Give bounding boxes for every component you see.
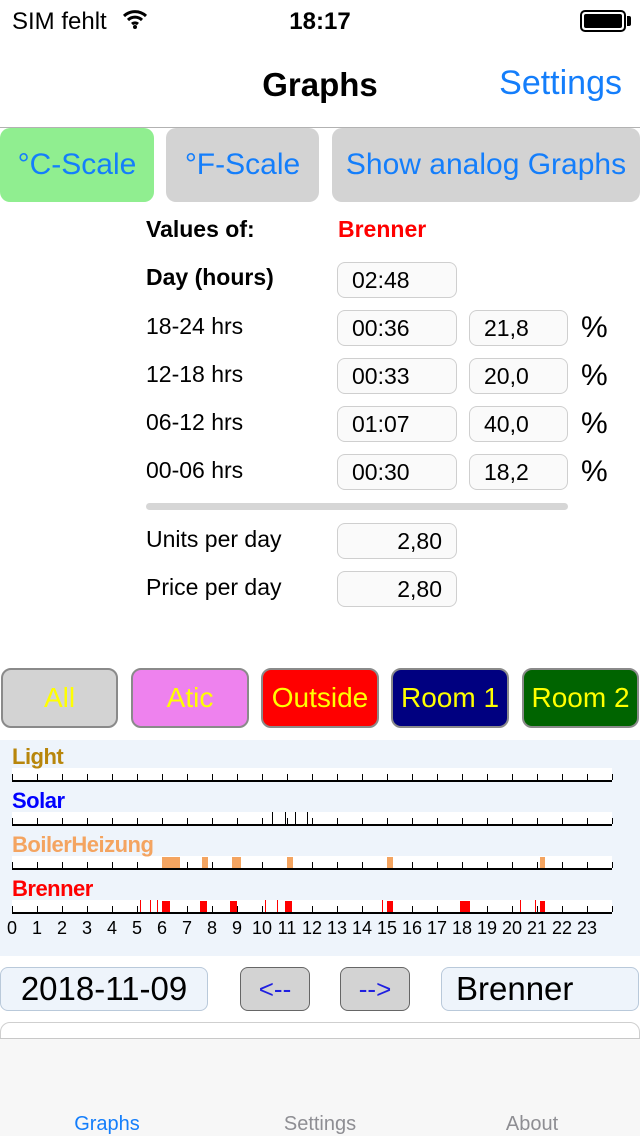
range-label-12-18: 12-18 hrs [146,361,244,387]
day-hours-field[interactable]: 02:48 [337,262,457,298]
settings-button[interactable]: Settings [499,64,622,102]
percent-field-00-06[interactable]: 18,2 [469,454,568,490]
carrier-label: SIM fehlt [12,8,107,35]
percent-unit: % [581,359,608,392]
tab-bar: Graphs Settings About [0,1038,640,1136]
percent-unit: % [581,455,608,488]
sensor-select[interactable]: Brenner [441,967,639,1011]
range-label-06-12: 06-12 hrs [146,409,244,435]
time-field-18-24[interactable]: 00:36 [337,310,457,346]
price-per-day-label: Price per day [146,574,282,600]
tab-graphs[interactable]: Graphs [74,1113,140,1135]
celsius-scale-button[interactable]: °C-Scale [0,128,154,202]
sensor-button-room-1[interactable]: Room 1 [391,668,509,728]
divider [146,503,568,510]
units-per-day-field[interactable]: 2,80 [337,523,457,559]
day-hours-label: Day (hours) [146,264,274,290]
previous-day-button[interactable]: <-- [240,967,310,1011]
next-day-button[interactable]: --> [340,967,410,1011]
sensor-button-all[interactable]: All [1,668,118,728]
sensor-button-room-2[interactable]: Room 2 [522,668,639,728]
page-title: Graphs [262,66,378,103]
digital-graph [0,740,640,956]
time-field-00-06[interactable]: 00:30 [337,454,457,490]
sensor-button-atic[interactable]: Atic [131,668,249,728]
wifi-icon [122,8,148,37]
percent-unit: % [581,311,608,344]
percent-unit: % [581,407,608,440]
percent-field-12-18[interactable]: 20,0 [469,358,568,394]
tab-settings[interactable]: Settings [283,1113,357,1135]
range-label-00-06: 00-06 hrs [146,457,244,483]
battery-icon [580,10,626,32]
time-field-12-18[interactable]: 00:33 [337,358,457,394]
date-field[interactable]: 2018-11-09 [0,967,208,1011]
clock: 18:17 [289,8,351,35]
values-of-label: Values of: [146,216,255,242]
show-analog-graphs-button[interactable]: Show analog Graphs [332,128,640,202]
selected-sensor-label: Brenner [338,216,427,242]
status-bar: SIM fehlt 18:17 [0,0,640,40]
percent-field-18-24[interactable]: 21,8 [469,310,568,346]
battery-tip [627,16,631,26]
price-per-day-field[interactable]: 2,80 [337,571,457,607]
range-label-18-24: 18-24 hrs [146,313,244,339]
nav-bar: Graphs Settings [0,40,640,128]
fahrenheit-scale-button[interactable]: °F-Scale [166,128,319,202]
sensor-button-outside[interactable]: Outside [261,668,379,728]
percent-field-06-12[interactable]: 40,0 [469,406,568,442]
tab-about[interactable]: About [505,1113,559,1135]
time-field-06-12[interactable]: 01:07 [337,406,457,442]
units-per-day-label: Units per day [146,526,282,552]
